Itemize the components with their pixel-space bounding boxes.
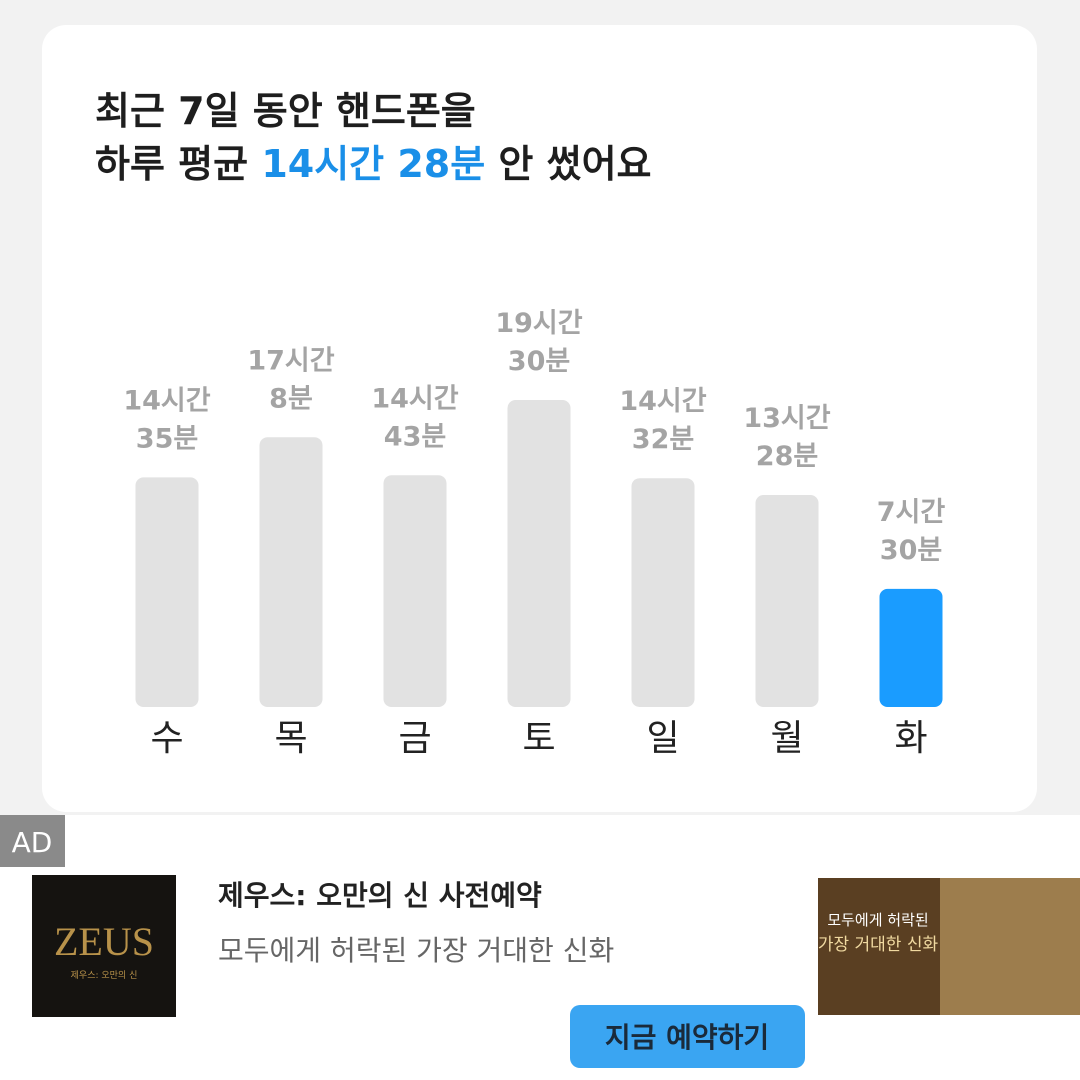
value-label: 35분 — [136, 423, 198, 454]
value-label: 28분 — [756, 441, 818, 472]
value-label: 17시간 — [247, 345, 334, 376]
bar — [879, 588, 943, 707]
ad-banner-text: 가장 거대한 신화 — [818, 935, 939, 955]
value-label: 32분 — [632, 424, 694, 455]
x-tick-label: 화 — [894, 718, 927, 759]
title-text: 하루 평균 — [95, 142, 261, 186]
bar — [383, 475, 447, 707]
x-tick-label: 금 — [398, 718, 431, 759]
value-label: 19시간 — [495, 308, 582, 339]
ad-banner-art — [940, 878, 1080, 1015]
x-tick-label: 월 — [770, 718, 803, 759]
ad-logo-text: ZEUS — [54, 919, 154, 964]
x-tick-label: 일 — [646, 718, 679, 759]
x-tick-label: 수 — [150, 718, 183, 759]
ad-description: 모두에게 허락된 가장 거대한 신화 — [218, 934, 614, 967]
bar — [631, 478, 695, 707]
value-label: 14시간 — [371, 383, 458, 414]
ad-badge — [0, 815, 65, 867]
bar — [259, 437, 323, 707]
x-tick-label: 목 — [274, 718, 307, 759]
ad-badge-text: AD — [12, 826, 53, 859]
value-label: 30분 — [880, 535, 942, 566]
value-label: 13시간 — [743, 403, 830, 434]
title-line: 하루 평균 14시간 28분 안 썼어요 — [95, 142, 652, 186]
bar — [135, 477, 199, 707]
value-label: 14시간 — [123, 385, 210, 416]
ad-banner-text: 모두에게 허락된 — [827, 911, 928, 929]
bar — [507, 400, 571, 707]
x-tick-label: 토 — [522, 718, 555, 759]
ad-logo[interactable] — [32, 875, 176, 1017]
title-text: 안 썼어요 — [485, 142, 651, 186]
title-highlight: 14시간 28분 — [261, 142, 485, 186]
ad-button[interactable] — [570, 1005, 805, 1068]
ad-logo-sub: 제우스: 오만의 신 — [71, 970, 138, 981]
title-line: 최근 7일 동안 핸드폰을 — [95, 89, 476, 133]
value-label: 30분 — [508, 346, 570, 377]
ad-button-text[interactable]: 지금 예약하기 — [605, 1021, 769, 1054]
value-label: 14시간 — [619, 386, 706, 417]
value-label: 7시간 — [877, 497, 946, 528]
value-label: 8분 — [269, 383, 313, 414]
value-label: 43분 — [384, 421, 446, 452]
ad-title[interactable]: 제우스: 오만의 신 사전예약 — [218, 879, 542, 912]
bar — [755, 494, 819, 707]
